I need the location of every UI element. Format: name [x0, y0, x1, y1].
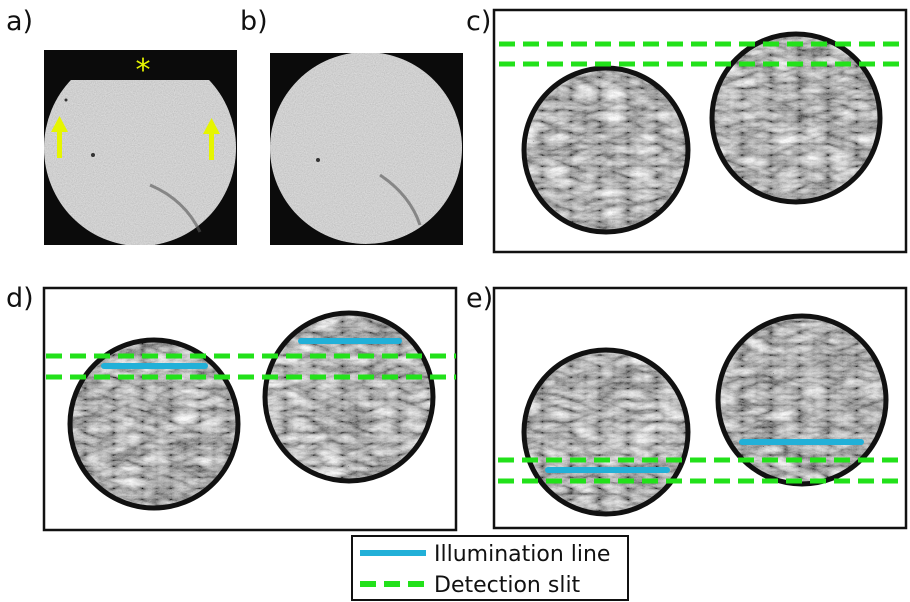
- panel-c-frame: [492, 8, 908, 254]
- panel-c-lens-right: [709, 31, 883, 205]
- panel-b-image: [270, 53, 463, 245]
- panel-a-asterisk: *: [136, 53, 151, 88]
- panel-label-a: a): [6, 6, 34, 37]
- panel-e-lens-left: [521, 347, 691, 517]
- panel-label-d: d): [6, 283, 34, 314]
- legend: Illumination line Detection slit: [351, 535, 629, 601]
- panel-a-arrow-left: [51, 116, 68, 158]
- panel-a-arrow-right: [203, 118, 220, 160]
- panel-e-frame: [492, 286, 908, 530]
- panel-c-lens-left: [521, 65, 691, 235]
- panel-label-e: e): [466, 283, 494, 314]
- panel-label-b: b): [240, 6, 268, 37]
- panel-a-image: [44, 50, 237, 245]
- panel-d-frame: [42, 286, 458, 532]
- panel-d-lens-right: [262, 310, 436, 484]
- panel-label-c: c): [466, 6, 492, 37]
- legend-illumination-label: Illumination line: [434, 542, 610, 567]
- panel-e-lens-right: [715, 313, 889, 487]
- legend-detection-label: Detection slit: [434, 573, 581, 598]
